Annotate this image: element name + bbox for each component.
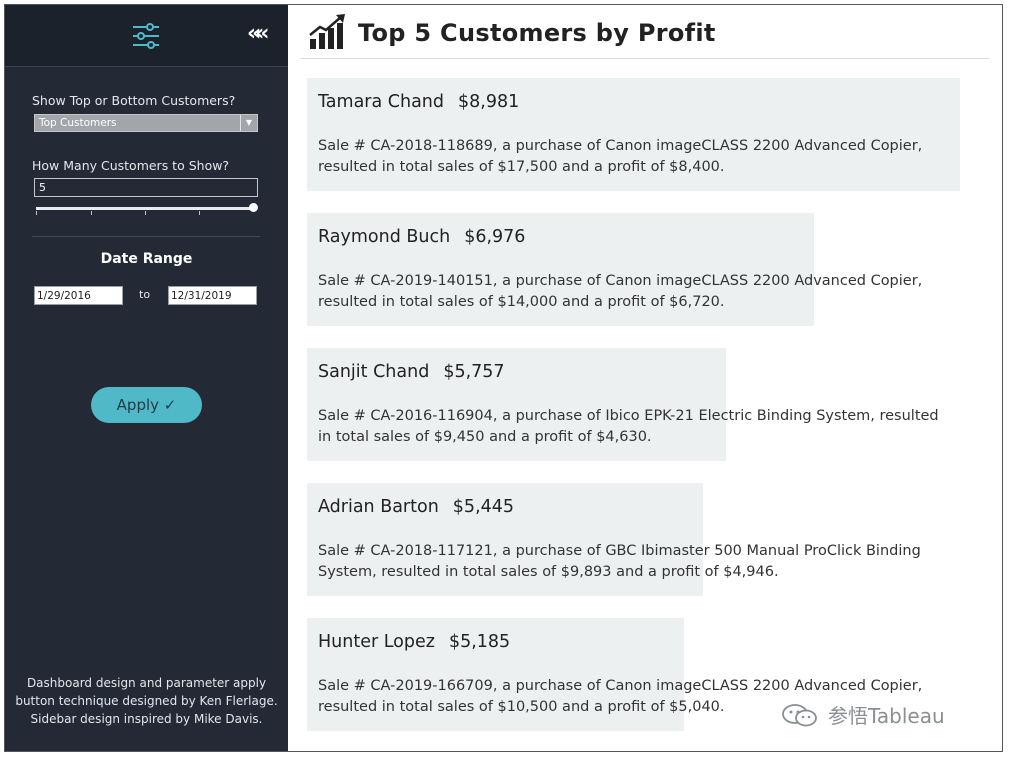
customer-name: Adrian Barton	[318, 497, 439, 517]
divider	[32, 236, 260, 237]
chevron-down-icon[interactable]: ▼	[240, 115, 257, 131]
customer-profit: $6,976	[464, 227, 526, 247]
topbottom-value: Top Customers	[39, 117, 117, 129]
slider-thumb[interactable]	[249, 203, 258, 212]
customer-profit: $5,757	[443, 362, 505, 382]
customer-card[interactable]: Sanjit Chand $5,757 Sale # CA-2016-116904…	[307, 348, 939, 461]
dashboard: «« Show Top or Bottom Customers? Top Cus…	[4, 4, 1003, 752]
customer-card[interactable]: Adrian Barton $5,445 Sale # CA-2018-11712…	[307, 483, 921, 596]
bar-chart-growth-icon	[309, 14, 345, 49]
topbottom-label: Show Top or Bottom Customers?	[32, 93, 236, 108]
watermark: 参悟Tableau	[780, 700, 945, 729]
customer-count-slider[interactable]	[36, 207, 254, 210]
customer-description: Sale # CA-2019-166709, a purchase of Can…	[318, 678, 923, 715]
customer-profit: $5,185	[448, 632, 511, 652]
customer-card[interactable]: Raymond Buch $6,976 Sale # CA-2019-140151…	[307, 213, 922, 326]
watermark-text: 参悟Tableau	[828, 704, 945, 728]
date-separator: to	[139, 288, 151, 301]
topbottom-select[interactable]: Top Customers ▼	[34, 114, 258, 132]
date-range-title: Date Range	[100, 251, 193, 267]
howmany-label: How Many Customers to Show?	[32, 158, 230, 173]
customer-description: Sale # CA-2018-118689, a purchase of Can…	[318, 138, 923, 175]
sidebar: «« Show Top or Bottom Customers? Top Cus…	[5, 5, 288, 751]
credits-line: Sidebar design inspired by Mike Davis.	[30, 712, 263, 726]
customer-name: Hunter Lopez	[318, 632, 435, 652]
credits-line: Dashboard design and parameter apply	[26, 676, 267, 690]
sliders-icon[interactable]	[131, 21, 161, 51]
main-panel: Top 5 Customers by Profit Tamara Chand $8…	[288, 5, 1002, 751]
divider	[301, 58, 989, 59]
customer-name: Sanjit Chand	[318, 362, 430, 382]
customer-description: Sale # CA-2016-116904, a purchase of Ibi…	[318, 408, 939, 445]
apply-button[interactable]: Apply ✓	[91, 387, 202, 423]
sidebar-header: ««	[5, 5, 288, 67]
slider-tick	[145, 211, 146, 215]
slider-tick	[36, 211, 37, 215]
start-date-input[interactable]	[34, 286, 123, 305]
page-title: Top 5 Customers by Profit	[358, 19, 716, 47]
wechat-icon	[782, 703, 817, 726]
slider-tick	[199, 211, 200, 215]
customer-profit: $8,981	[458, 92, 520, 112]
customer-count-input[interactable]	[34, 178, 258, 197]
slider-tick	[91, 211, 92, 215]
customer-description: Sale # CA-2018-117121, a purchase of GBC…	[318, 543, 921, 580]
customer-card[interactable]: Tamara Chand $8,981 Sale # CA-2018-118689…	[307, 78, 960, 191]
customer-profit: $5,445	[452, 497, 515, 517]
customer-card[interactable]: Hunter Lopez $5,185 Sale # CA-2019-166709…	[307, 618, 922, 731]
customer-description: Sale # CA-2019-140151, a purchase of Can…	[318, 273, 923, 310]
customer-name: Tamara Chand	[318, 92, 445, 112]
customer-name: Raymond Buch	[318, 227, 451, 247]
credits: Dashboard design and parameter apply but…	[5, 674, 288, 728]
chevron-double-left-icon[interactable]: ««	[247, 21, 270, 46]
end-date-input[interactable]	[168, 286, 257, 305]
credits-line: button technique designed by Ken Flerlag…	[15, 694, 278, 708]
